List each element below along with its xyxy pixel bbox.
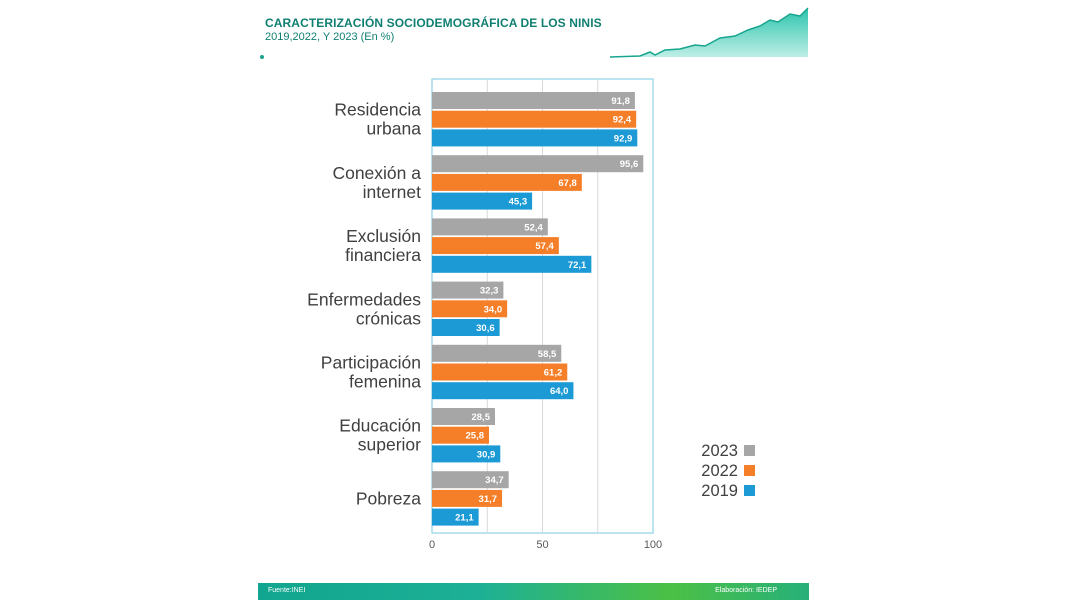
bar-value-label: 57,4 <box>535 241 554 252</box>
bar-2022 <box>432 426 490 444</box>
bar-value-label: 92,9 <box>614 133 633 144</box>
bar-value-label: 92,4 <box>613 115 632 126</box>
category-label: Educación <box>339 416 421 436</box>
bar-chart: 91,8 92,4 92,9 95,6 67,8 45,3 52,4 57,4 72,1 32,3… <box>260 7 809 551</box>
category-label: urbana <box>367 119 422 139</box>
category-label: crónicas <box>356 308 421 328</box>
bar-2023 <box>432 471 509 489</box>
bar-value-label: 58,5 <box>538 349 557 360</box>
bar-2019 <box>432 129 638 147</box>
bar-value-label: 64,0 <box>550 386 569 397</box>
x-tick-label: 100 <box>644 539 662 551</box>
bar-2019 <box>432 319 500 336</box>
bar-2019 <box>432 382 574 400</box>
chart-title: CARACTERIZACIÓN SOCIODEMOGRÁFICA DE LOS … <box>265 16 602 30</box>
bar-2023 <box>432 281 504 299</box>
bar-value-label: 34,7 <box>485 475 504 486</box>
category-label: internet <box>363 182 422 202</box>
category-label: Participación <box>321 353 421 373</box>
category-label: superior <box>358 435 421 455</box>
bar-2023 <box>432 218 548 236</box>
bar-2022 <box>432 173 582 191</box>
category-label: Exclusión <box>346 226 421 246</box>
legend-swatch <box>744 485 755 496</box>
bar-value-label: 32,3 <box>480 286 499 297</box>
bar-2022 <box>432 237 559 255</box>
bar-2022 <box>432 363 568 381</box>
category-label: Pobreza <box>356 488 421 508</box>
bar-2023 <box>432 408 495 425</box>
bar-value-label: 52,4 <box>524 222 543 233</box>
legend-swatch <box>744 465 755 476</box>
category-label: femenina <box>349 372 421 392</box>
category-label: Residencia <box>334 100 421 120</box>
bar-value-label: 28,5 <box>471 412 490 423</box>
header-decoration <box>260 7 809 59</box>
footer-bar: Fuente:INEI Elaboración: IEDEP <box>258 583 809 600</box>
bar-value-label: 30,9 <box>477 449 496 460</box>
bar-2022 <box>432 300 508 318</box>
bar-value-label: 45,3 <box>509 197 528 208</box>
bar-value-label: 25,8 <box>466 431 485 442</box>
footer-credit: Elaboración: IEDEP <box>715 587 777 594</box>
legend-label: 2023 <box>701 442 738 460</box>
bar-value-label: 72,1 <box>568 260 587 271</box>
bar-2022 <box>432 489 503 507</box>
category-label: financiera <box>345 245 421 265</box>
bar-value-label: 67,8 <box>558 178 577 189</box>
bar-value-label: 91,8 <box>611 96 630 107</box>
bar-2019 <box>432 445 501 463</box>
bar-2019 <box>432 192 533 210</box>
bar-value-label: 21,1 <box>455 513 474 524</box>
x-tick-label: 50 <box>536 539 548 551</box>
legend-swatch <box>744 445 755 456</box>
bar-value-label: 31,7 <box>479 494 498 505</box>
footer-source: Fuente:INEI <box>268 587 306 594</box>
bar-2023 <box>432 155 644 173</box>
bar-value-label: 34,0 <box>484 304 503 315</box>
bar-value-label: 95,6 <box>620 159 639 170</box>
legend-label: 2019 <box>701 482 738 500</box>
category-label: Conexión a <box>332 163 421 183</box>
bar-2019 <box>432 508 479 526</box>
legend-label: 2022 <box>701 462 738 480</box>
bar-2022 <box>432 110 637 128</box>
chart-subtitle: 2019,2022, Y 2023 (En %) <box>265 31 395 43</box>
x-tick-label: 0 <box>429 539 435 551</box>
bar-2023 <box>432 344 562 362</box>
bar-value-label: 30,6 <box>476 323 495 334</box>
category-label: Enfermedades <box>307 289 421 309</box>
bar-2019 <box>432 255 592 273</box>
bar-2023 <box>432 92 635 109</box>
bar-value-label: 61,2 <box>544 368 563 379</box>
